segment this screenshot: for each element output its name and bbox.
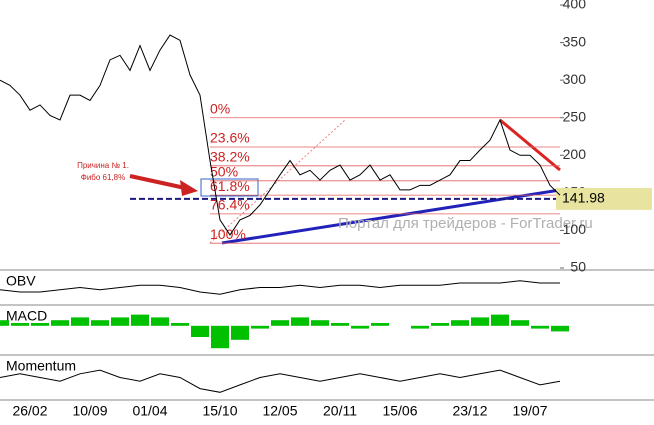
macd-bar <box>531 325 549 329</box>
panel-title: Momentum <box>6 358 76 374</box>
macd-bar <box>511 320 529 326</box>
macd-bar <box>251 325 269 329</box>
resistance-line <box>499 118 561 172</box>
x-tick-label: 19/07 <box>512 403 547 419</box>
fib-label: 76.4% <box>210 197 250 213</box>
x-tick-label: 15/10 <box>202 403 237 419</box>
panel-title: MACD <box>6 308 47 324</box>
macd-bar <box>11 323 29 326</box>
x-tick-label: 26/02 <box>12 403 47 419</box>
macd-bar <box>471 317 489 326</box>
x-tick-label: 01/04 <box>132 403 167 419</box>
macd-bar <box>151 317 169 326</box>
macd-bar <box>291 317 309 326</box>
macd-bar <box>271 320 289 326</box>
macd-bar <box>351 325 369 329</box>
x-tick-label: 20/11 <box>323 403 357 419</box>
macd-bar <box>231 325 249 340</box>
macd-bar <box>31 323 49 326</box>
price-tag-label: 141.98 <box>562 190 605 206</box>
panel-title: OBV <box>6 273 36 289</box>
macd-bar <box>51 320 69 326</box>
fib-label: 50% <box>210 164 238 180</box>
fib-label: 0% <box>210 100 230 116</box>
macd-bar <box>491 314 509 326</box>
y-tick-label: 100 <box>563 221 587 237</box>
arrow-head <box>180 180 198 196</box>
y-tick-label: 250 <box>563 108 587 124</box>
macd-bar <box>431 323 449 326</box>
macd-bar <box>331 323 349 326</box>
macd-bar <box>131 314 149 326</box>
y-tick-label: 400 <box>563 0 587 12</box>
y-tick-label: 300 <box>563 71 587 87</box>
fib-label: 23.6% <box>210 130 250 146</box>
watermark: Портал для трейдеров - ForTrader.ru <box>338 215 593 232</box>
price-line <box>0 34 561 236</box>
arrow <box>129 174 186 190</box>
macd-bar <box>171 323 189 326</box>
fib-label: 38.2% <box>210 149 250 165</box>
macd-bar <box>0 320 9 326</box>
macd-bar <box>411 325 429 329</box>
x-tick-label: 15/06 <box>382 403 417 419</box>
annotation: Причина № 1. <box>77 161 129 170</box>
price-tag <box>556 187 652 210</box>
y-tick-label: 200 <box>563 146 587 162</box>
y-tick-label: 50 <box>570 259 586 275</box>
x-tick-label: 23/12 <box>452 403 487 419</box>
fib-guide <box>209 119 346 244</box>
macd-bar <box>371 323 389 326</box>
macd-bar <box>111 317 129 326</box>
indicator-line <box>0 280 560 295</box>
fib-label: 61.8% <box>210 178 250 194</box>
x-tick-label: 10/09 <box>72 403 107 419</box>
macd-bar <box>311 320 329 326</box>
macd-bar <box>451 320 469 326</box>
x-tick-label: 12/05 <box>262 403 297 419</box>
macd-bar <box>191 325 209 337</box>
macd-bar <box>91 320 109 326</box>
indicator-line <box>0 369 561 393</box>
fib-label: 100% <box>210 226 246 242</box>
macd-bar <box>211 325 229 349</box>
macd-bar <box>71 317 89 326</box>
highlight-box <box>200 178 259 197</box>
y-tick-label: 350 <box>563 33 587 49</box>
macd-bar <box>551 325 569 332</box>
annotation: Фибо 61,8% <box>81 173 126 182</box>
